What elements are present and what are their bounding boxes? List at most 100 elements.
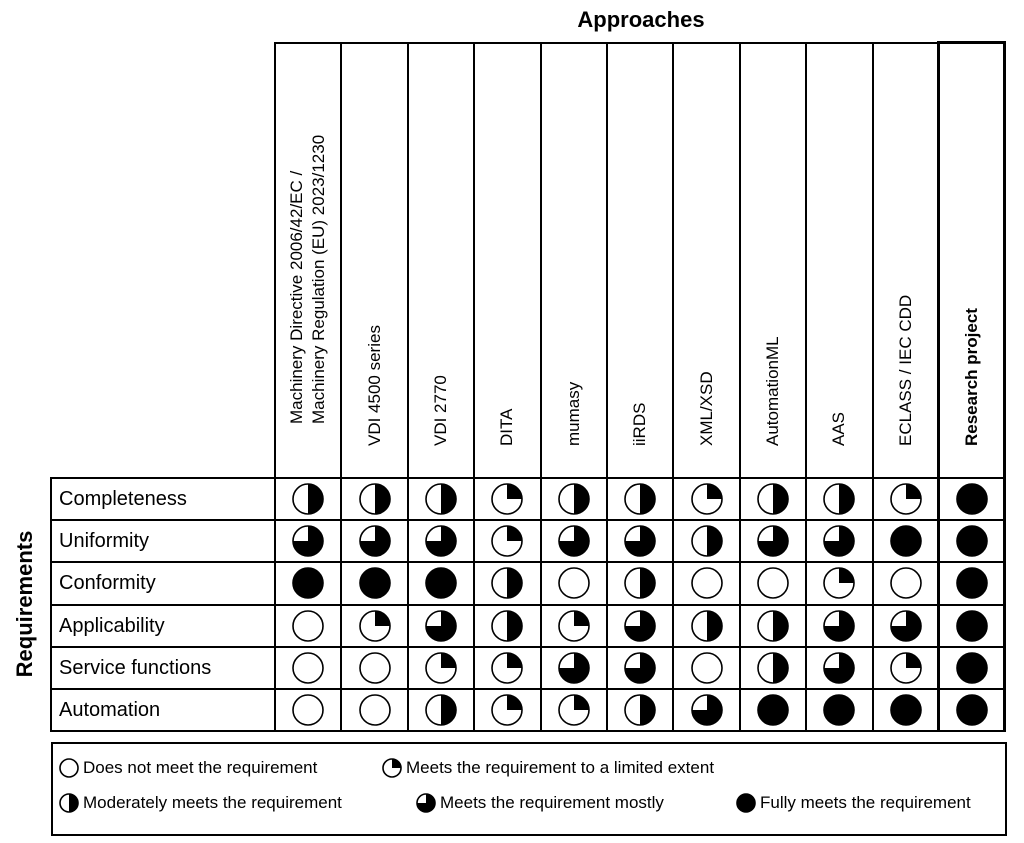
rating-icon xyxy=(690,694,723,726)
rating-fill xyxy=(625,652,656,683)
column-header-label: VDI 2770 xyxy=(430,375,450,446)
rating-circle xyxy=(736,793,756,813)
grid-line xyxy=(805,42,808,733)
rating-icon xyxy=(624,609,656,642)
rating-circle xyxy=(956,483,988,515)
row-label: Automation xyxy=(59,699,161,721)
approaches-title: Approaches xyxy=(577,7,705,32)
rating-fill xyxy=(507,695,523,711)
rating-cell xyxy=(740,520,806,562)
rating-icon xyxy=(823,483,856,515)
legend-text: Fully meets the requirement xyxy=(760,793,971,812)
rating-cell xyxy=(541,562,607,604)
rating-cell xyxy=(740,562,806,604)
rating-icon xyxy=(757,652,789,684)
rating-icon xyxy=(956,694,988,726)
rating-fill xyxy=(573,610,589,626)
rating-fill xyxy=(425,526,456,557)
rating-cell xyxy=(673,605,739,647)
rating-icon xyxy=(690,483,723,515)
rating-fill xyxy=(440,695,456,726)
rating-icon xyxy=(491,694,524,726)
grid-line xyxy=(51,645,1007,648)
rating-icon xyxy=(292,652,324,684)
rating-cell xyxy=(541,520,607,562)
grid-line xyxy=(51,688,1007,690)
grid-line xyxy=(51,519,1007,522)
rating-icon xyxy=(690,525,723,558)
row-label: Conformity xyxy=(59,572,156,595)
column-header-label: VDI 4500 series xyxy=(364,325,384,446)
rating-cell xyxy=(341,689,407,731)
grid-line xyxy=(937,41,940,733)
column-header-label: AutomationML xyxy=(762,336,782,446)
rating-cell xyxy=(541,647,607,689)
rating-fill xyxy=(507,526,523,542)
rating-cell xyxy=(474,478,540,520)
rating-fill xyxy=(573,484,589,515)
column-header-label: iiRDS xyxy=(630,402,650,446)
rating-fill xyxy=(625,610,656,641)
rating-cell xyxy=(408,605,474,647)
rating-circle xyxy=(757,694,789,726)
rating-fill xyxy=(293,526,324,557)
rating-icon xyxy=(557,694,590,726)
column-header-label: Research project xyxy=(962,308,982,446)
rating-cell xyxy=(806,478,872,520)
rating-circle xyxy=(889,694,922,726)
rating-cell xyxy=(275,562,341,604)
rating-fill xyxy=(425,610,456,641)
rating-fill xyxy=(757,526,788,557)
rating-icon xyxy=(889,652,922,684)
rating-cell xyxy=(873,562,939,604)
rating-fill xyxy=(640,695,656,726)
rating-fill xyxy=(558,526,589,557)
rating-icon xyxy=(823,609,856,642)
legend-text: Does not meet the requirement xyxy=(83,758,318,777)
rating-icon xyxy=(425,652,457,684)
rating-cell xyxy=(740,478,806,520)
rating-icon xyxy=(889,609,922,642)
rating-icon xyxy=(624,694,656,726)
rating-icon xyxy=(292,525,324,558)
rating-cell xyxy=(275,478,341,520)
rating-icon xyxy=(425,567,457,600)
grid-line xyxy=(50,477,52,733)
rating-icon xyxy=(956,483,988,515)
rating-cell xyxy=(740,605,806,647)
rating-cell xyxy=(275,689,341,731)
row-label: Completeness xyxy=(59,488,187,510)
rating-cell xyxy=(673,520,739,562)
rating-circle xyxy=(358,567,391,600)
rating-icon xyxy=(425,483,457,515)
rating-icon xyxy=(823,525,856,558)
column-header: VDI 4500 series xyxy=(341,43,407,478)
column-header-label: Machinery Directive 2006/42/EC / xyxy=(287,170,307,424)
rating-icon xyxy=(425,525,457,558)
rating-icon xyxy=(358,483,391,515)
rating-circle xyxy=(823,694,856,726)
rating-fill xyxy=(839,568,855,584)
rating-circle xyxy=(292,652,324,684)
rating-icon xyxy=(889,567,922,600)
rating-cell xyxy=(408,689,474,731)
rating-cell xyxy=(806,562,872,604)
grid-line xyxy=(406,42,409,733)
rating-circle xyxy=(889,525,922,558)
grid-line xyxy=(51,477,1007,479)
rating-cell xyxy=(740,689,806,731)
rating-icon xyxy=(491,525,524,558)
rating-fill xyxy=(359,526,390,557)
rating-icon xyxy=(757,694,789,726)
rating-circle xyxy=(292,694,324,726)
rating-circle xyxy=(358,694,391,726)
rating-cell xyxy=(607,478,673,520)
rating-fill xyxy=(772,610,788,641)
rating-cell xyxy=(673,478,739,520)
row-label: Uniformity xyxy=(59,530,150,553)
rating-icon xyxy=(823,694,856,726)
grid-line xyxy=(871,42,874,733)
rating-fill xyxy=(69,794,78,812)
column-header: AutomationML xyxy=(740,43,806,478)
legend-icon xyxy=(59,793,79,813)
